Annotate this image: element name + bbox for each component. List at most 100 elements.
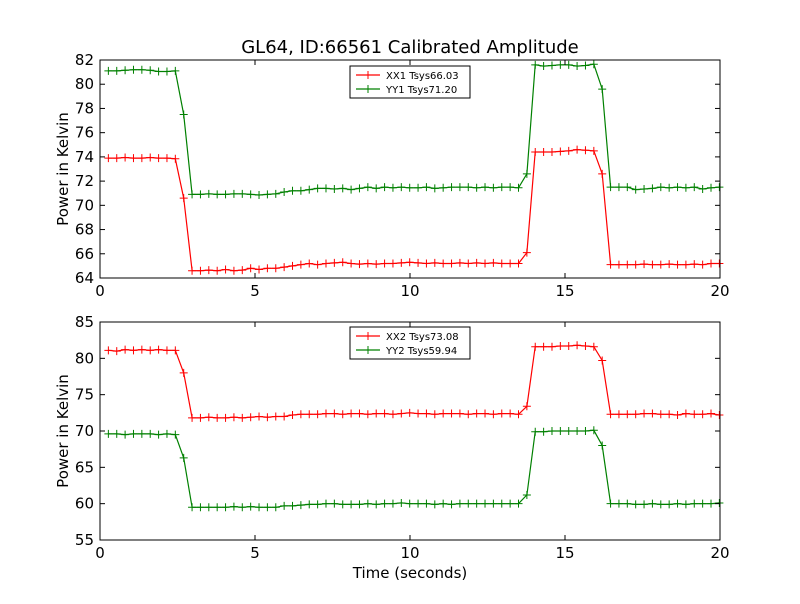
data-point [296,410,305,419]
data-point [380,183,389,192]
y-tick-label: 72 [75,172,94,190]
data-point [380,499,389,508]
data-point [229,502,238,511]
data-point [606,410,615,419]
y-axis-label: Power in Kelvin [54,374,72,488]
data-point [472,183,481,192]
data-point [422,499,431,508]
data-point [388,259,397,268]
data-point [363,410,372,419]
data-point [338,258,347,267]
data-point [347,259,356,268]
data-point [347,185,356,194]
data-point [112,66,121,75]
data-point [405,258,414,267]
data-point [581,427,590,435]
data-point [196,413,205,422]
data-point [405,408,414,417]
data-point [263,264,272,273]
data-point [631,410,640,419]
data-point [690,183,699,192]
data-point [623,260,632,269]
data-point [179,453,188,462]
data-point [514,183,523,192]
data-point [280,263,289,272]
data-point [121,66,130,75]
data-point [146,346,155,355]
data-point [715,411,724,420]
data-point [414,183,423,192]
data-point [673,499,682,508]
data-point [154,67,163,76]
x-tick-label: 15 [555,282,574,300]
data-point [112,154,121,163]
data-point [255,412,264,421]
data-point [171,154,180,163]
data-point [514,259,523,268]
data-point [556,147,565,156]
data-point [280,501,289,510]
data-point [439,259,448,268]
data-point [288,186,297,195]
data-point [414,499,423,508]
data-point [472,499,481,508]
data-point [665,260,674,269]
data-point [271,503,280,512]
data-point [372,409,381,418]
data-point [137,345,146,354]
data-point [338,184,347,193]
data-point [388,183,397,192]
data-point [422,259,431,268]
data-point [313,184,322,193]
data-point [246,413,255,422]
data-point [447,259,456,268]
data-point [388,410,397,419]
x-axis-label: Time (seconds) [352,564,468,582]
data-point [573,145,582,154]
data-point [422,183,431,192]
data-point [263,503,272,512]
data-point [372,500,381,509]
data-point [271,189,280,198]
data-point [188,266,197,275]
data-point [296,186,305,195]
data-point [397,498,406,507]
data-point [255,265,264,274]
data-point [305,259,314,268]
data-point [196,503,205,512]
data-point [614,183,623,192]
data-point [271,264,280,273]
data-point [405,183,414,192]
data-point [614,410,623,419]
data-point [589,342,598,351]
data-point [121,345,130,354]
data-point [213,190,222,199]
x-tick-label: 20 [710,282,729,300]
y-tick-label: 66 [75,245,94,263]
data-point [280,412,289,421]
data-point [564,341,573,350]
data-point [146,429,155,438]
data-point [238,503,247,512]
data-point [681,500,690,509]
subplot-1: 0 5 10 15 20 64 66 68 70 72 74 76 78 80 82 Power in Kel… [54,51,730,300]
data-point [539,342,548,351]
data-point [447,500,456,509]
data-point [489,258,498,267]
data-point [430,500,439,509]
data-point [640,184,649,193]
data-point [531,148,540,157]
data-point [506,409,515,418]
data-point [598,441,607,450]
data-point [288,501,297,510]
data-point [531,427,540,436]
data-point [204,413,213,422]
data-point [640,260,649,269]
data-point [656,260,665,269]
data-point [464,183,473,192]
data-point [539,427,548,436]
data-point [246,190,255,199]
data-point [464,259,473,268]
data-point [497,259,506,268]
